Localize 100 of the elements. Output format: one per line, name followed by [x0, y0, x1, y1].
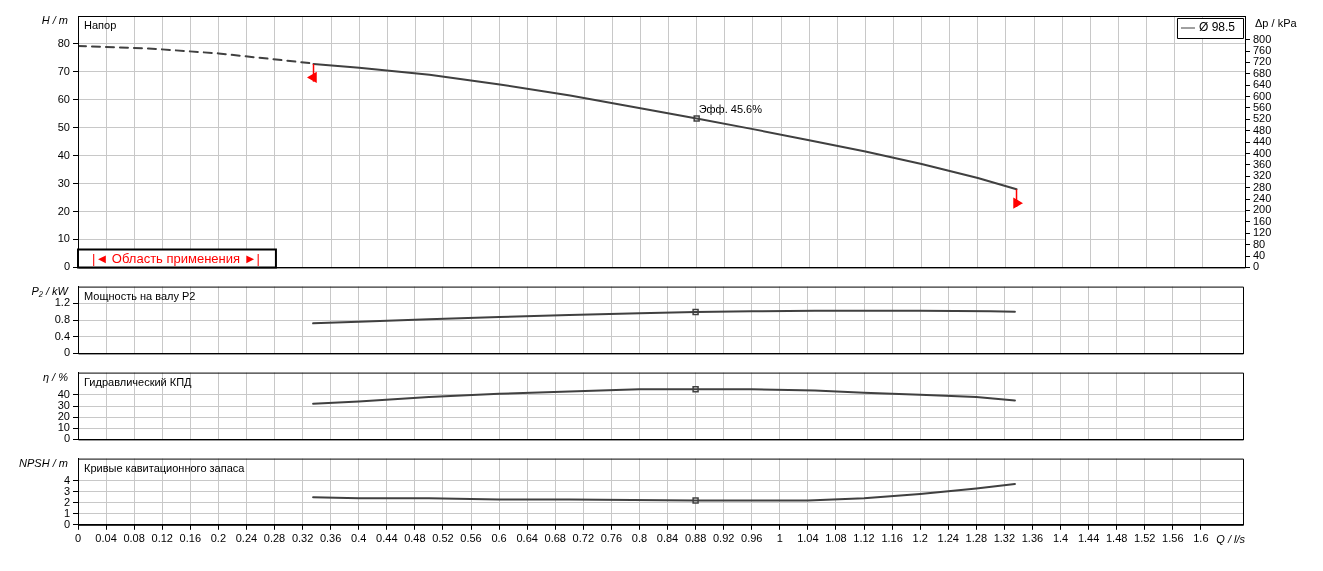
x-tick-label: 1.32 [993, 532, 1016, 545]
x-tick-label: 1.52 [1134, 532, 1156, 545]
x-tick-label: 0.32 [291, 532, 314, 545]
chart-title: Мощность на валу P2 [84, 289, 196, 302]
y2-tick-label: 0 [1253, 260, 1260, 273]
point [307, 72, 317, 83]
x-tick-label: 0.76 [600, 532, 623, 545]
x-tick-label: 1.36 [1021, 532, 1044, 545]
x-tick-label: 0.96 [741, 532, 763, 545]
y2-tick-label: 440 [1253, 135, 1272, 148]
x-tick-label: 0.52 [432, 532, 454, 545]
y2-tick-label: 640 [1253, 78, 1272, 91]
x-tick-label: 0.64 [516, 532, 538, 545]
x-tick-label: 1.24 [937, 532, 959, 545]
legend-label: Ø 98.5 [1198, 20, 1236, 35]
x-tick-label: 0.92 [712, 532, 735, 545]
y-tick-label: 0.8 [54, 313, 70, 326]
y-tick-label: 0.4 [54, 329, 70, 342]
x-tick-label: 0.72 [572, 532, 595, 545]
chart-title: Гидравлический КПД [84, 375, 193, 388]
x-tick-label: 0.08 [123, 532, 145, 545]
x-tick-label: 1.16 [881, 532, 903, 545]
chart-title: Кривые кавитационного запаса [84, 461, 246, 474]
y-axis-title: η / % [42, 370, 69, 383]
y-tick-label: 10 [57, 232, 70, 245]
y-tick-label: 70 [57, 64, 70, 77]
y-tick-label: 30 [57, 176, 70, 189]
x-tick-label: 1.48 [1105, 532, 1128, 545]
x-tick-label: 0.36 [319, 532, 342, 545]
x-tick-label: 1 [776, 532, 783, 545]
y2-tick-label: 800 [1253, 32, 1272, 45]
y-tick-label: 20 [57, 204, 70, 217]
y-tick-label: 3 [63, 484, 70, 497]
y2-axis-title: Δp / kPa [1255, 17, 1298, 30]
x-tick-label: 1.28 [965, 532, 988, 545]
chart-title: Напор [84, 19, 117, 32]
y2-tick-label: 520 [1253, 112, 1272, 125]
x-tick-label: 0.48 [404, 532, 426, 545]
point [1013, 198, 1023, 209]
annotation: |◄ Область применения ►| [92, 250, 260, 266]
y2-tick-label: 240 [1253, 192, 1272, 205]
y-tick-label: 0 [63, 517, 70, 530]
y-tick-label: 80 [57, 36, 70, 49]
y-axis-title: NPSH / m [19, 456, 68, 469]
x-tick-label: 1.08 [825, 532, 847, 545]
y2-tick-label: 600 [1253, 89, 1272, 102]
y-axis-title: P₂ / kW [31, 284, 70, 297]
y2-tick-label: 40 [1253, 249, 1266, 262]
y2-tick-label: 400 [1253, 146, 1272, 159]
x-tick-label: 0.56 [460, 532, 482, 545]
y-tick-label: 20 [57, 410, 70, 423]
y-tick-label: 10 [57, 421, 70, 434]
y-tick-label: 0 [63, 260, 70, 273]
x-tick-label: 1.4 [1052, 532, 1069, 545]
y2-tick-label: 160 [1253, 214, 1272, 227]
x-tick-label: 0.28 [263, 532, 286, 545]
x-tick-label: 1.2 [912, 532, 928, 545]
y-tick-label: 60 [57, 92, 70, 105]
y2-tick-label: 720 [1253, 55, 1272, 68]
y2-tick-label: 480 [1253, 123, 1272, 136]
x-axis-title: Q / l/s [1216, 532, 1246, 545]
x-tick-label: 0.84 [656, 532, 679, 545]
x-tick-label: 0.24 [235, 532, 258, 545]
y-axis-title: H / m [41, 14, 68, 27]
y-tick-label: 50 [57, 120, 70, 133]
x-tick-label: 0 [74, 532, 82, 545]
x-tick-label: 0.4 [351, 532, 367, 545]
x-tick-label: 1.04 [797, 532, 819, 545]
y-tick-label: 40 [57, 387, 70, 400]
x-tick-label: 0.88 [684, 532, 707, 545]
x-tick-label: 0.8 [631, 532, 648, 545]
y-tick-label: 1 [63, 506, 70, 519]
y2-tick-label: 120 [1253, 226, 1272, 239]
x-tick-label: 0.04 [95, 532, 117, 545]
y-tick-label: 4 [63, 473, 70, 486]
y2-tick-label: 760 [1253, 44, 1272, 57]
x-tick-label: 1.6 [1193, 532, 1209, 545]
y2-tick-label: 560 [1253, 100, 1272, 113]
y2-tick-label: 360 [1253, 157, 1272, 170]
x-tick-label: 0.16 [179, 532, 201, 545]
annotation: Эфф. 45.6% [698, 102, 763, 115]
y2-tick-label: 200 [1253, 203, 1272, 216]
y-tick-label: 1.2 [54, 296, 70, 309]
x-tick-label: 1.44 [1077, 532, 1100, 545]
x-tick-label: 0.68 [544, 532, 566, 545]
y-tick-label: 2 [63, 495, 70, 508]
y-tick-label: 40 [57, 148, 70, 161]
y2-tick-label: 680 [1253, 66, 1272, 79]
y2-tick-label: 280 [1253, 180, 1272, 193]
y-tick-label: 30 [57, 399, 70, 412]
y-tick-label: 0 [63, 432, 70, 445]
y2-tick-label: 80 [1253, 237, 1266, 250]
x-tick-label: 0.6 [491, 532, 507, 545]
x-tick-label: 1.56 [1162, 532, 1184, 545]
x-tick-label: 1.12 [853, 532, 875, 545]
x-tick-label: 0.44 [376, 532, 398, 545]
x-tick-label: 0.12 [151, 532, 173, 545]
y2-tick-label: 320 [1253, 169, 1272, 182]
x-tick-label: 0.2 [210, 532, 227, 545]
y-tick-label: 0 [63, 346, 70, 359]
